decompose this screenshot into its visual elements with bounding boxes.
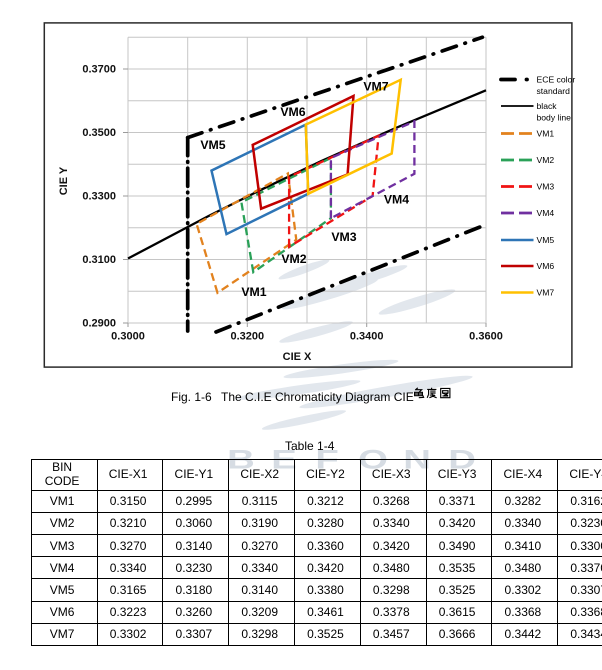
svg-text:VM4: VM4 [384,193,409,207]
svg-text:Fig. 1-6: Fig. 1-6 [171,390,212,404]
svg-text:0.2900: 0.2900 [82,318,116,330]
svg-text:VM2: VM2 [537,155,555,165]
svg-text:0.3400: 0.3400 [350,331,384,343]
svg-text:VM5: VM5 [537,235,555,245]
svg-text:body line: body line [537,113,572,123]
svg-text:VM3: VM3 [537,182,555,192]
svg-text:VM7: VM7 [363,80,388,94]
svg-text:0.3700: 0.3700 [82,64,116,76]
svg-text:CIE Y: CIE Y [58,166,70,195]
svg-text:Table 1-4: Table 1-4 [285,439,335,453]
svg-text:VM6: VM6 [280,105,305,119]
svg-text:0.3200: 0.3200 [230,331,264,343]
svg-text:black: black [537,101,558,111]
svg-text:0.3600: 0.3600 [469,331,503,343]
svg-text:VM1: VM1 [537,129,555,139]
svg-text:VM1: VM1 [241,285,266,299]
svg-text:VM2: VM2 [281,252,306,266]
svg-text:0.3500: 0.3500 [82,127,116,139]
svg-text:0.3300: 0.3300 [82,191,116,203]
svg-text:ECE color: ECE color [537,75,576,85]
svg-text:VM4: VM4 [537,208,555,218]
svg-text:CIE X: CIE X [283,351,312,363]
svg-text:VM3: VM3 [331,230,356,244]
svg-text:0.3000: 0.3000 [111,331,145,343]
svg-text:standard: standard [537,86,571,96]
svg-text:The C.I.E Chromaticity Diagram: The C.I.E Chromaticity Diagram CIE [221,390,414,404]
svg-text:VM6: VM6 [537,261,555,271]
svg-text:VM5: VM5 [200,138,225,152]
svg-text:VM7: VM7 [537,288,555,298]
svg-text:0.3100: 0.3100 [82,254,116,266]
